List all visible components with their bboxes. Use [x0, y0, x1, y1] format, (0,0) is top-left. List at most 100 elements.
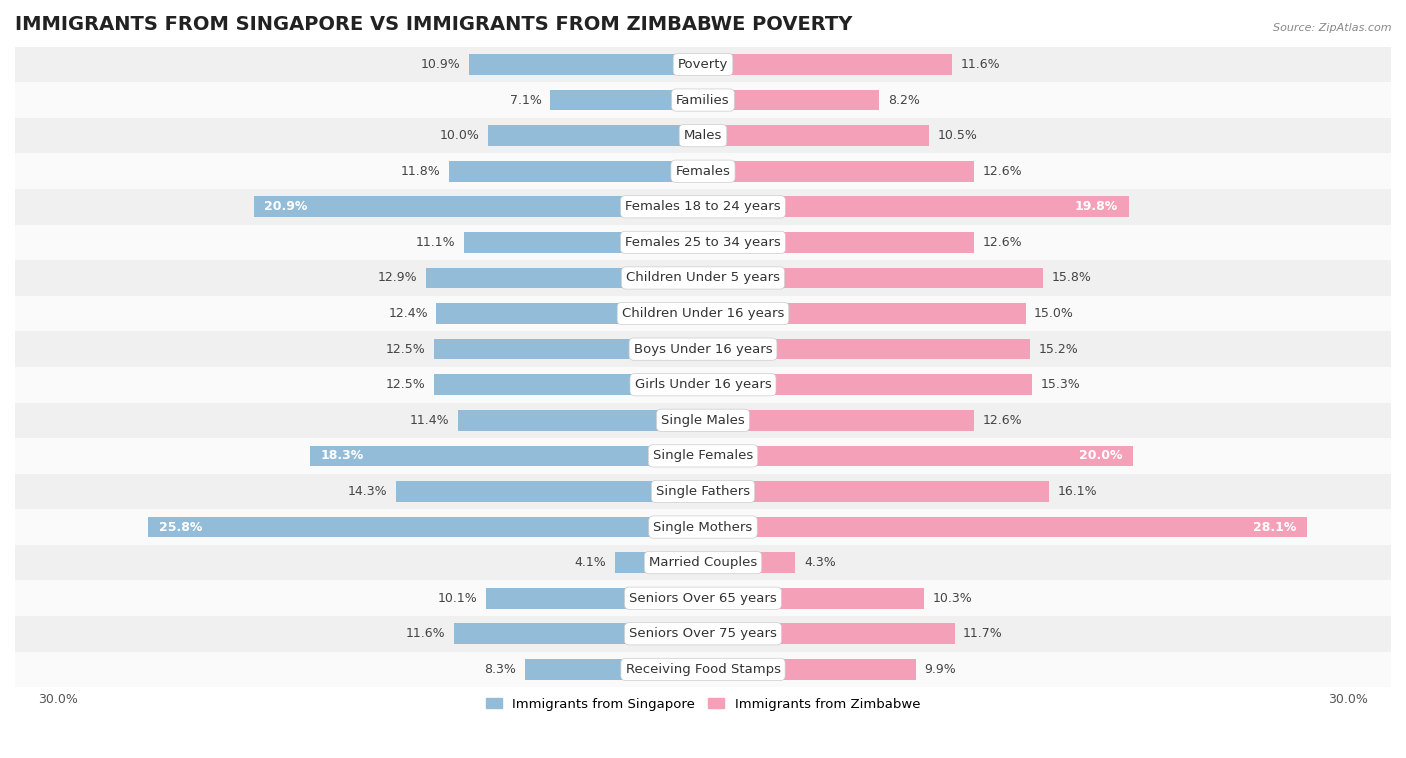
Text: 10.3%: 10.3%: [934, 592, 973, 605]
Text: 10.5%: 10.5%: [938, 129, 977, 143]
Bar: [703, 303, 1025, 324]
Text: Children Under 5 years: Children Under 5 years: [626, 271, 780, 284]
Bar: [15, 545, 1391, 581]
Bar: [15, 616, 1391, 652]
Bar: [703, 196, 1129, 217]
Text: Girls Under 16 years: Girls Under 16 years: [634, 378, 772, 391]
Bar: [486, 588, 703, 609]
Text: 11.6%: 11.6%: [405, 628, 446, 641]
Bar: [15, 83, 1391, 117]
Text: 15.8%: 15.8%: [1052, 271, 1091, 284]
Bar: [703, 232, 974, 252]
Text: 12.6%: 12.6%: [983, 414, 1022, 427]
Bar: [253, 196, 703, 217]
Bar: [703, 517, 1308, 537]
Bar: [450, 161, 703, 181]
Text: 19.8%: 19.8%: [1074, 200, 1118, 213]
Text: 10.9%: 10.9%: [420, 58, 460, 71]
Bar: [703, 446, 1133, 466]
Bar: [703, 339, 1029, 359]
Bar: [15, 581, 1391, 616]
Bar: [468, 54, 703, 75]
Text: 12.9%: 12.9%: [377, 271, 418, 284]
Bar: [703, 553, 796, 573]
Bar: [454, 624, 703, 644]
Bar: [703, 588, 925, 609]
Text: 15.3%: 15.3%: [1040, 378, 1080, 391]
Text: 12.6%: 12.6%: [983, 164, 1022, 177]
Bar: [436, 303, 703, 324]
Text: Poverty: Poverty: [678, 58, 728, 71]
Text: 15.2%: 15.2%: [1039, 343, 1078, 356]
Bar: [434, 374, 703, 395]
Bar: [464, 232, 703, 252]
Text: Single Males: Single Males: [661, 414, 745, 427]
Bar: [15, 47, 1391, 83]
Text: 4.1%: 4.1%: [575, 556, 606, 569]
Bar: [15, 189, 1391, 224]
Bar: [703, 54, 952, 75]
Text: 9.9%: 9.9%: [925, 663, 956, 676]
Bar: [15, 224, 1391, 260]
Text: 12.5%: 12.5%: [385, 343, 426, 356]
Bar: [703, 125, 929, 146]
Text: Source: ZipAtlas.com: Source: ZipAtlas.com: [1274, 23, 1392, 33]
Text: 11.8%: 11.8%: [401, 164, 440, 177]
Bar: [703, 481, 1049, 502]
Text: Seniors Over 75 years: Seniors Over 75 years: [628, 628, 778, 641]
Bar: [488, 125, 703, 146]
Text: 15.0%: 15.0%: [1033, 307, 1074, 320]
Bar: [15, 296, 1391, 331]
Bar: [703, 161, 974, 181]
Text: Females 25 to 34 years: Females 25 to 34 years: [626, 236, 780, 249]
Text: Married Couples: Married Couples: [650, 556, 756, 569]
Text: 11.6%: 11.6%: [960, 58, 1001, 71]
Text: Single Mothers: Single Mothers: [654, 521, 752, 534]
Text: 12.6%: 12.6%: [983, 236, 1022, 249]
Text: 28.1%: 28.1%: [1253, 521, 1296, 534]
Text: 18.3%: 18.3%: [321, 449, 364, 462]
Text: Families: Families: [676, 93, 730, 107]
Text: 12.5%: 12.5%: [385, 378, 426, 391]
Text: 20.0%: 20.0%: [1078, 449, 1122, 462]
Bar: [703, 268, 1043, 288]
Text: 11.1%: 11.1%: [416, 236, 456, 249]
Bar: [15, 438, 1391, 474]
Bar: [614, 553, 703, 573]
Text: 11.7%: 11.7%: [963, 628, 1002, 641]
Text: 25.8%: 25.8%: [159, 521, 202, 534]
Bar: [524, 659, 703, 680]
Bar: [703, 410, 974, 431]
Bar: [703, 374, 1032, 395]
Text: Seniors Over 65 years: Seniors Over 65 years: [628, 592, 778, 605]
Bar: [550, 89, 703, 111]
Text: Males: Males: [683, 129, 723, 143]
Text: 8.3%: 8.3%: [484, 663, 516, 676]
Text: Single Females: Single Females: [652, 449, 754, 462]
Bar: [458, 410, 703, 431]
Bar: [426, 268, 703, 288]
Bar: [15, 402, 1391, 438]
Bar: [309, 446, 703, 466]
Bar: [15, 117, 1391, 153]
Bar: [703, 89, 879, 111]
Text: 16.1%: 16.1%: [1057, 485, 1097, 498]
Bar: [15, 331, 1391, 367]
Bar: [15, 260, 1391, 296]
Bar: [703, 624, 955, 644]
Text: Females: Females: [675, 164, 731, 177]
Legend: Immigrants from Singapore, Immigrants from Zimbabwe: Immigrants from Singapore, Immigrants fr…: [481, 692, 925, 716]
Text: 12.4%: 12.4%: [388, 307, 427, 320]
Text: Boys Under 16 years: Boys Under 16 years: [634, 343, 772, 356]
Text: 11.4%: 11.4%: [409, 414, 450, 427]
Bar: [15, 652, 1391, 688]
Text: 14.3%: 14.3%: [347, 485, 387, 498]
Bar: [15, 474, 1391, 509]
Text: Females 18 to 24 years: Females 18 to 24 years: [626, 200, 780, 213]
Bar: [395, 481, 703, 502]
Text: Children Under 16 years: Children Under 16 years: [621, 307, 785, 320]
Bar: [15, 153, 1391, 189]
Bar: [434, 339, 703, 359]
Text: Receiving Food Stamps: Receiving Food Stamps: [626, 663, 780, 676]
Text: 8.2%: 8.2%: [889, 93, 920, 107]
